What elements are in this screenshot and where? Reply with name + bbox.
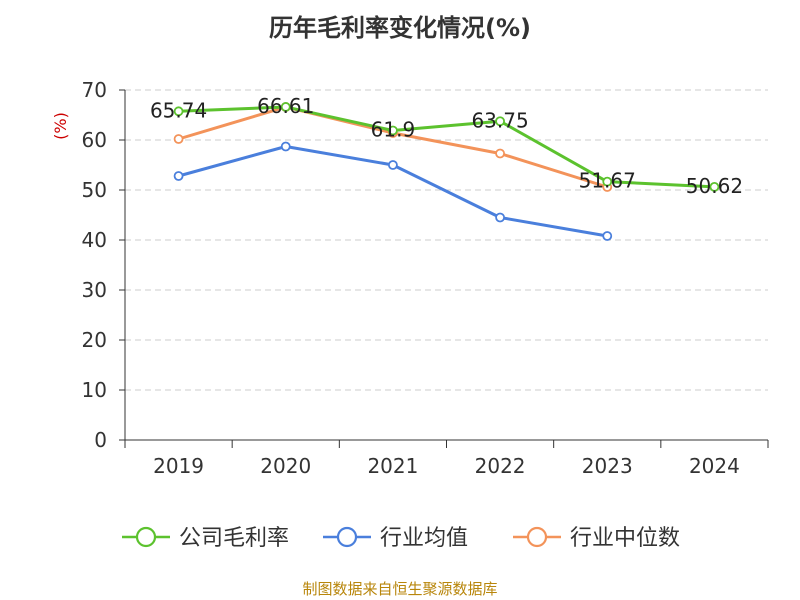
x-tick-label: 2019	[153, 454, 204, 478]
legend-marker	[135, 526, 157, 548]
data-point	[173, 171, 184, 181]
legend-marker	[526, 526, 548, 548]
x-tick-label: 2023	[582, 454, 633, 478]
y-tick-label: 30	[82, 278, 107, 302]
data-point	[280, 141, 291, 152]
data-point	[709, 181, 720, 192]
legend-label: 公司毛利率	[179, 526, 289, 551]
source-note: 制图数据来自恒生聚源数据库	[302, 580, 498, 598]
y-tick-label: 50	[82, 178, 107, 202]
data-point	[280, 102, 291, 112]
data-point	[495, 116, 505, 127]
data-point	[602, 231, 613, 241]
x-tick-label: 2024	[689, 454, 740, 478]
data-label: 63.75	[471, 108, 528, 132]
data-label: 66.61	[257, 94, 314, 118]
data-label: 65.74	[150, 98, 207, 122]
chart-title: 历年毛利率变化情况(%)	[269, 14, 531, 42]
x-tick-label: 2020	[260, 454, 311, 478]
data-point	[602, 176, 613, 187]
x-tick-label: 2022	[475, 454, 526, 478]
data-point	[388, 125, 398, 136]
data-point	[495, 212, 505, 223]
y-tick-label: 0	[94, 428, 107, 452]
y-axis-label: (%)	[51, 112, 70, 140]
data-point	[173, 106, 184, 117]
y-tick-label: 40	[82, 228, 107, 252]
data-label: 50.62	[686, 174, 743, 198]
legend-label: 行业均值	[380, 526, 468, 551]
y-tick-label: 70	[82, 78, 107, 102]
data-point	[495, 148, 505, 159]
series-line-1	[178, 145, 608, 238]
series-line-0	[178, 105, 715, 189]
y-tick-label: 10	[82, 378, 107, 402]
data-label: 51.67	[579, 169, 636, 193]
legend-marker	[336, 526, 358, 548]
legend-label: 行业中位数	[570, 526, 680, 551]
data-label: 61.9	[371, 118, 416, 142]
data-point	[173, 134, 184, 144]
data-point	[388, 160, 398, 170]
x-tick-label: 2021	[367, 454, 418, 478]
y-tick-label: 20	[82, 328, 107, 352]
y-tick-label: 60	[82, 128, 107, 152]
